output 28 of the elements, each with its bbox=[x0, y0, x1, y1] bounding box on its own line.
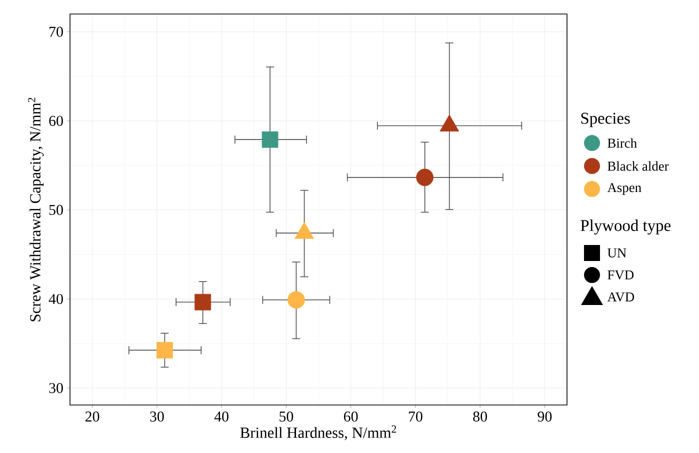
legend-label: Birch bbox=[608, 138, 637, 148]
point bbox=[156, 342, 173, 358]
y-tick-label: 40 bbox=[48, 294, 63, 304]
text: Species bbox=[581, 112, 630, 128]
point bbox=[288, 291, 305, 309]
y-tick-label: 30 bbox=[49, 383, 63, 394]
point bbox=[416, 168, 434, 186]
point bbox=[194, 294, 212, 310]
legend-label: AVD bbox=[607, 292, 634, 302]
point bbox=[262, 131, 278, 148]
y-tick-label: 60 bbox=[49, 116, 63, 126]
x-tick-label: 70 bbox=[408, 412, 422, 422]
x-tick-label: 80 bbox=[473, 412, 487, 422]
x-tick-label: 20 bbox=[85, 412, 100, 422]
legend-label: UN bbox=[607, 248, 626, 258]
x-tick-label: 40 bbox=[214, 412, 228, 422]
text: Plywood type bbox=[580, 220, 670, 234]
y-tick-label: 50 bbox=[49, 204, 63, 215]
y-axis-title: Screw Withdrawal Capacity, N/mm$^{2}$ bbox=[28, 98, 44, 322]
legend-label: FVD bbox=[608, 270, 634, 280]
legend-label: Aspen bbox=[607, 183, 642, 195]
x-tick-label: 90 bbox=[538, 412, 552, 422]
x-axis-title: Brinell Hardness, N/mm$^{2}$ bbox=[240, 425, 396, 440]
x-tick-label: 50 bbox=[280, 412, 294, 422]
y-tick-label: 70 bbox=[50, 26, 63, 37]
x-tick-label: 60 bbox=[344, 412, 358, 422]
legend-label: Black alder bbox=[608, 161, 669, 171]
x-tick-label: 30 bbox=[150, 412, 164, 422]
